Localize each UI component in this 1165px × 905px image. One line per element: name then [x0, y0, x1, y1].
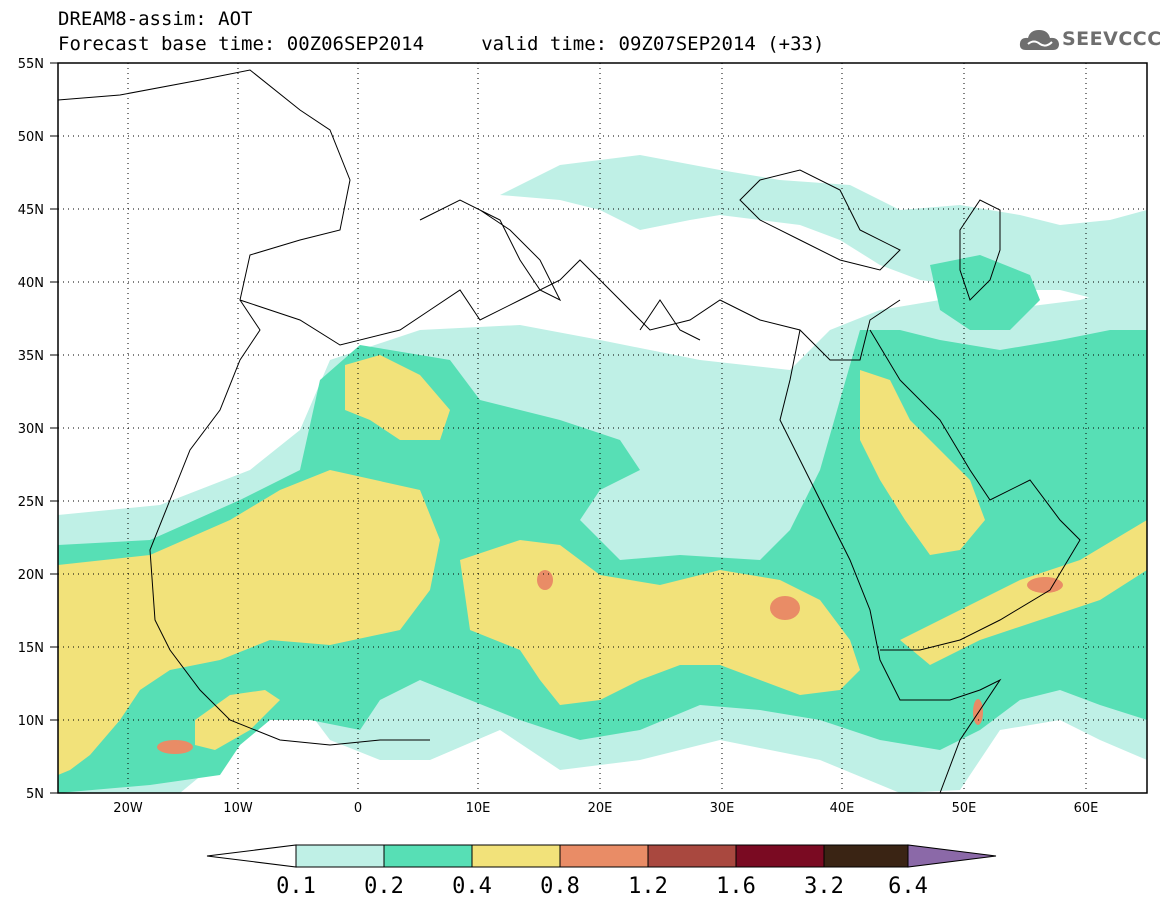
- lon-label: 10W: [223, 801, 253, 816]
- aot-band-peak: [1027, 577, 1063, 593]
- colorbar-swatch: [295, 844, 385, 868]
- lat-label: 45N: [18, 203, 44, 218]
- coastlines: [58, 69, 1081, 793]
- colorbar-label: 3.2: [804, 874, 844, 899]
- lon-label: 60E: [1074, 801, 1099, 816]
- cloud-logo-icon: [1019, 30, 1059, 50]
- forecast-time-line: Forecast base time: 00Z06SEP2014 valid t…: [58, 33, 825, 55]
- aot-band-medium-caspian: [930, 255, 1040, 330]
- lon-label: 0: [354, 801, 362, 816]
- colorbar-label: 6.4: [888, 874, 928, 899]
- aot-band-peak: [537, 570, 553, 590]
- lat-label: 50N: [18, 130, 44, 145]
- aot-band-low-north: [500, 155, 1147, 300]
- lat-label: 40N: [18, 276, 44, 291]
- aot-band-high-oman: [900, 520, 1147, 665]
- colorbar-swatch: [559, 844, 649, 868]
- lon-label: 30E: [710, 801, 735, 816]
- lon-label: 20E: [588, 801, 613, 816]
- map-title: DREAM8-assim: AOT: [58, 8, 253, 30]
- longitude-labels: 20W 10W 0 10E 20E 30E 40E 50E 60E: [113, 801, 1098, 816]
- colorbar-label: 0.2: [364, 874, 404, 899]
- aot-band-high-arabia: [860, 370, 985, 555]
- aot-band-peak: [157, 740, 193, 754]
- aot-band-high-westafrica: [195, 690, 280, 750]
- aot-field: [58, 155, 1147, 793]
- colorbar-label: 0.8: [540, 874, 580, 899]
- aot-band-high: [58, 470, 440, 775]
- aot-band-high-central: [460, 540, 860, 705]
- lon-label: 40E: [830, 801, 855, 816]
- colorbar-label: 1.2: [628, 874, 668, 899]
- colorbar-max-arrow: [907, 844, 997, 868]
- lat-label: 25N: [18, 495, 44, 510]
- colorbar-swatch: [647, 844, 737, 868]
- graticule: [58, 63, 1147, 793]
- lon-label: 20W: [113, 801, 143, 816]
- colorbar-swatch: [823, 844, 909, 868]
- lat-label: 35N: [18, 349, 44, 364]
- colorbar-label: 0.1: [276, 874, 316, 899]
- logo-text: SEEVCCC: [1062, 28, 1162, 50]
- lat-label: 20N: [18, 568, 44, 583]
- lat-label: 30N: [18, 422, 44, 437]
- colorbar-swatch: [383, 844, 473, 868]
- colorbar-swatch: [735, 844, 825, 868]
- lat-label: 5N: [26, 787, 44, 802]
- colorbar: [206, 844, 997, 868]
- aot-band-peak: [973, 699, 983, 725]
- lon-label: 10E: [466, 801, 491, 816]
- colorbar-swatch: [471, 844, 561, 868]
- aot-band-peak: [770, 596, 800, 620]
- lat-label: 55N: [18, 57, 44, 72]
- lat-label: 10N: [18, 714, 44, 729]
- latitude-ticks: [50, 62, 58, 794]
- lon-label: 50E: [952, 801, 977, 816]
- lat-label: 15N: [18, 641, 44, 656]
- colorbar-min-arrow: [206, 844, 297, 868]
- colorbar-label: 1.6: [716, 874, 756, 899]
- colorbar-label: 0.4: [452, 874, 492, 899]
- latitude-labels: 55N 50N 45N 40N 35N 30N 25N 20N 15N 10N …: [18, 57, 44, 802]
- aot-band-high-algeria: [345, 355, 450, 440]
